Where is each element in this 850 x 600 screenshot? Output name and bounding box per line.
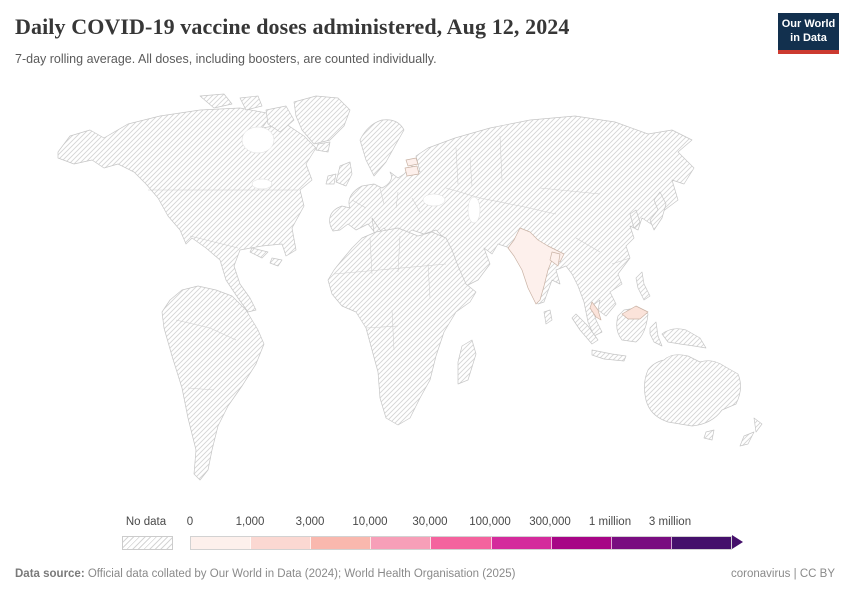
country-greenland[interactable]: [293, 95, 351, 145]
country-latvia[interactable]: [404, 165, 420, 177]
legend-tick: 30,000: [412, 516, 448, 528]
legend-tick: 1,000: [235, 516, 265, 528]
country-south-america[interactable]: [161, 285, 265, 481]
country-malaysia-borneo[interactable]: [621, 305, 649, 320]
legend-tick: 3 million: [648, 516, 692, 528]
no-data-countries[interactable]: [57, 93, 763, 481]
country-australia[interactable]: [644, 354, 741, 427]
country-borders: [148, 135, 631, 391]
legend-tick: 100,000: [469, 516, 511, 528]
legend-bin[interactable]: [371, 537, 432, 549]
legend-bin[interactable]: [311, 537, 372, 549]
legend-tick: 10,000: [352, 516, 388, 528]
data-source-label: Data source:: [15, 568, 85, 580]
country-bangladesh[interactable]: [549, 251, 561, 267]
country-estonia[interactable]: [405, 157, 419, 167]
topic-link[interactable]: coronavirus: [730, 568, 791, 580]
inland-water: [241, 126, 481, 224]
country-malaysia-peninsular[interactable]: [589, 301, 602, 321]
footer: Data source: Official data collated by O…: [15, 568, 835, 580]
legend-bin[interactable]: [251, 537, 312, 549]
legend-bin[interactable]: [191, 537, 252, 549]
legend-tick: 3,000: [295, 516, 325, 528]
legend-bin[interactable]: [551, 537, 612, 549]
legend-tick: 0: [186, 516, 194, 528]
owid-logo-text: Our World in Data: [778, 13, 839, 50]
country-india[interactable]: [507, 227, 565, 305]
world-map[interactable]: [0, 88, 850, 516]
chart-subtitle: 7-day rolling average. All doses, includ…: [15, 52, 437, 66]
legend-color-scale: [190, 536, 732, 550]
footer-separator: |: [793, 568, 797, 580]
legend-arrow: [732, 535, 743, 549]
owid-logo[interactable]: Our World in Data: [778, 13, 839, 54]
footer-links: coronavirus | CC BY: [731, 568, 835, 580]
legend-tick: 300,000: [529, 516, 571, 528]
legend-bin[interactable]: [671, 537, 731, 549]
legend-tick-labels: 0 1,000 3,000 10,000 30,000 100,000 300,…: [0, 516, 850, 532]
highlighted-countries[interactable]: [404, 157, 649, 321]
legend-bin[interactable]: [491, 537, 552, 549]
legend-no-data-swatch[interactable]: [122, 536, 173, 550]
data-source-text: Official data collated by Our World in D…: [84, 568, 516, 580]
country-africa[interactable]: [327, 227, 477, 426]
page-title: Daily COVID-19 vaccine doses administere…: [15, 14, 570, 39]
legend-bin[interactable]: [611, 537, 672, 549]
owid-logo-accent-bar: [778, 49, 839, 54]
legend-tick: 1 million: [588, 516, 632, 528]
country-north-america[interactable]: [57, 107, 317, 313]
legend-no-data-label: No data: [125, 516, 167, 528]
data-source-note: Data source: Official data collated by O…: [15, 568, 516, 580]
license-link[interactable]: CC BY: [799, 568, 835, 580]
legend-bin[interactable]: [431, 537, 492, 549]
